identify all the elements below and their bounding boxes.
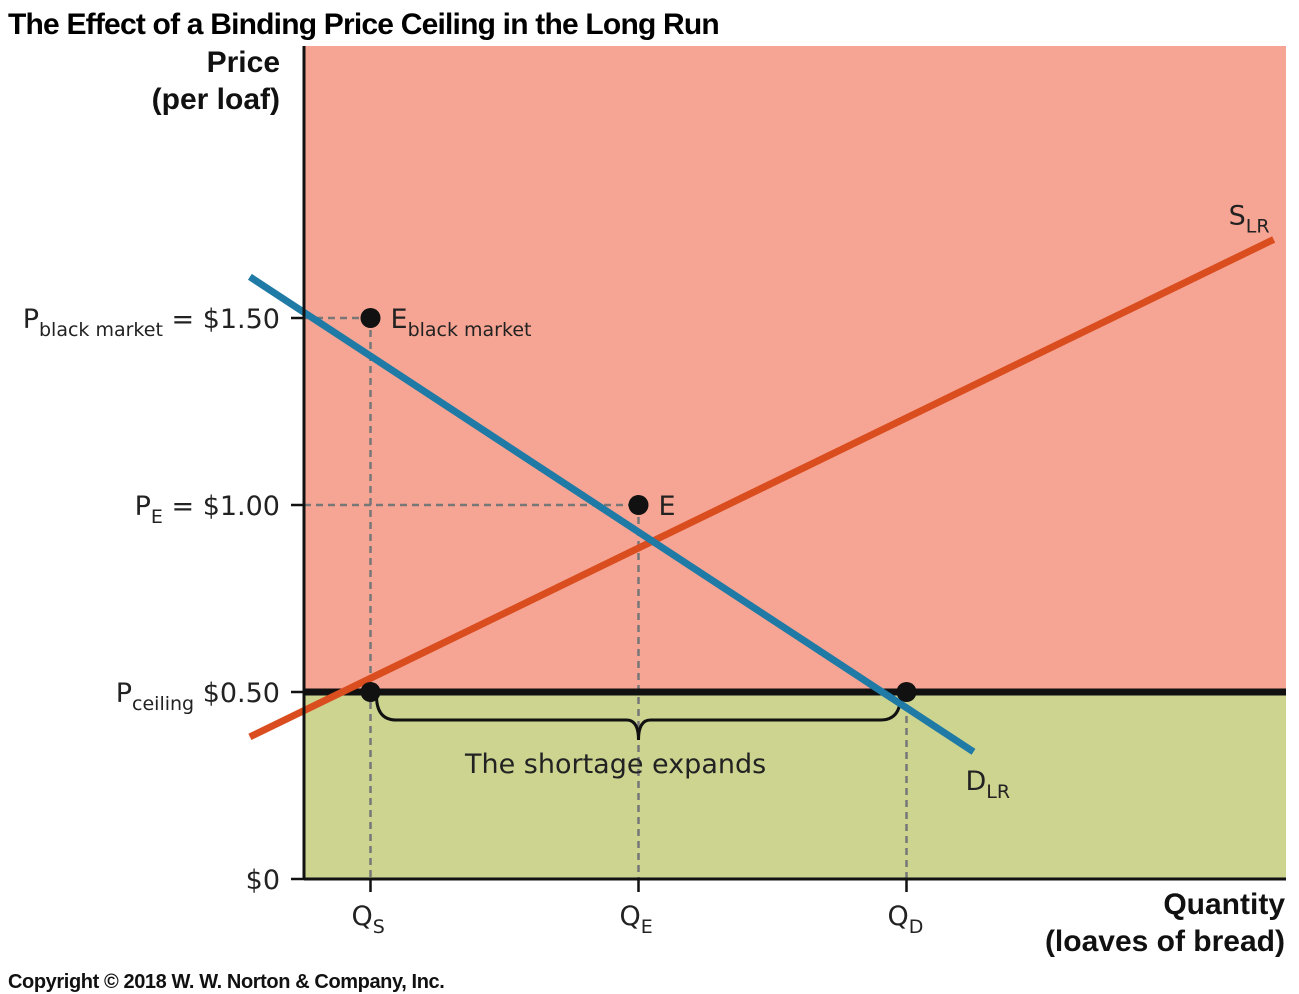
shortage-brace: [375, 695, 902, 741]
x-axis-title-line1: Quantity: [1163, 888, 1285, 921]
y-tick-label-1: PE = $1.00: [135, 491, 280, 528]
y-tick-label-2: Pceiling $0.50: [116, 678, 280, 715]
series-label-dlr: DLR: [966, 766, 1011, 803]
y-tick-label-0: Pblack market = $1.50: [23, 304, 280, 341]
y-axis-title-line1: Price: [207, 46, 280, 79]
series-line-dlr: [247, 273, 976, 755]
point-marker-1: [628, 495, 649, 515]
y-axis-title-line2: (per loaf): [152, 83, 280, 116]
axis-ticks: [291, 316, 908, 892]
chart-title: The Effect of a Binding Price Ceiling in…: [8, 8, 719, 41]
series-line-slr: [248, 236, 1276, 741]
point-label-1: E: [659, 491, 676, 522]
point-label-0: Eblack market: [391, 304, 532, 341]
shortage-annotation: The shortage expands: [464, 749, 766, 780]
equilibrium-points: [360, 308, 917, 702]
series-lines: [247, 236, 1276, 755]
point-marker-2: [360, 682, 381, 702]
region-below-ceiling: [304, 692, 1286, 879]
region-above-ceiling: [304, 46, 1286, 692]
series-label-slr: SLR: [1229, 200, 1270, 237]
x-tick-label-2: QD: [888, 901, 924, 938]
x-tick-label-0: QS: [352, 901, 385, 938]
y-tick-label-3: $0: [246, 865, 280, 896]
x-tick-label-1: QE: [620, 901, 653, 938]
point-marker-0: [360, 308, 381, 328]
point-marker-3: [896, 682, 917, 702]
chart-labels: Pblack market = $1.50 PE = $1.00 Pceiling …: [23, 200, 1270, 938]
x-axis-title-line2: (loaves of bread): [1045, 925, 1285, 958]
copyright-notice: Copyright © 2018 W. W. Norton & Company,…: [8, 971, 444, 993]
